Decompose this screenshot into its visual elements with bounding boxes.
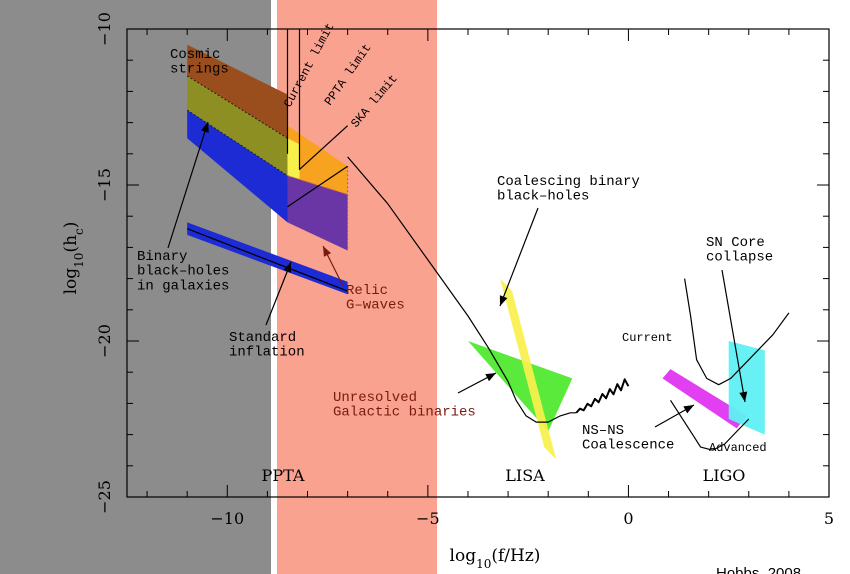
annotation-cosmic-strings: Cosmic strings — [170, 47, 229, 78]
arrow-binary-bh-head — [201, 122, 209, 133]
arrow-unresolved-head — [485, 373, 496, 382]
annotation-ligo: LIGO — [703, 466, 746, 485]
region-orange-band — [287, 125, 348, 195]
region-cosmic-strings — [187, 44, 288, 139]
y-tick-label: −25 — [95, 480, 114, 514]
plot-frame — [126, 28, 830, 498]
region-relic-g-waves — [287, 175, 348, 251]
axis-ticks — [127, 28, 830, 498]
curve-ligo-advanced — [669, 399, 750, 451]
annotation-unresolved: Unresolved Galactic binaries — [333, 390, 476, 421]
region-yellow-patch — [287, 138, 300, 179]
x-tick-label: 5 — [824, 509, 834, 528]
curve-standard-inflation — [186, 228, 348, 292]
arrow-inflation-line — [265, 261, 292, 326]
x-axis-label: log10(f/Hz) — [450, 546, 541, 571]
region-inflation-band — [187, 222, 348, 295]
annotation-ppta: PPTA — [262, 466, 305, 485]
dashed-boundary — [287, 175, 348, 195]
region-ns-ns-coalescence — [662, 369, 747, 429]
arrow-sn-core-line — [721, 269, 746, 403]
arrow-coalescing-line — [499, 207, 539, 307]
annotation-current: Current — [622, 331, 672, 345]
curve-lisa-wiggle — [575, 378, 630, 414]
arrow-binary-bh-line — [167, 121, 209, 249]
ppta-salmon-band — [277, 0, 437, 574]
region-sn-core-collapse — [728, 341, 765, 435]
credit-text: Hobbs, 2008 — [716, 565, 801, 574]
arrow-inflation-head — [283, 262, 292, 273]
annotation-ns-ns: NS–NS Coalescence — [582, 423, 674, 454]
axis-tick-labels: −10 −5 0 5 −10 −15 −20 −25 — [95, 12, 834, 528]
annotation-standard-inflation: Standard inflation — [229, 330, 305, 361]
curves-layer — [186, 29, 790, 451]
region-binary-black-holes — [187, 110, 288, 223]
arrows-layer — [167, 121, 748, 428]
region-unresolved-galactic-binaries — [468, 341, 573, 432]
annotation-sn-core: SN Core collapse — [706, 235, 773, 266]
curve-ppta-limit — [298, 29, 349, 170]
arrow-relic-head — [323, 246, 332, 257]
y-tick-label: −15 — [95, 168, 114, 202]
x-tick-label: −10 — [210, 509, 244, 528]
region-strings-olive — [187, 75, 288, 176]
arrow-ns-ns-head — [683, 405, 694, 414]
y-tick-label: −20 — [95, 324, 114, 358]
arrow-coalescing-head — [499, 295, 508, 306]
x-tick-label: 0 — [623, 509, 633, 528]
annotation-coalescing: Coalescing binary black–holes — [497, 174, 640, 205]
annotation-lisa: LISA — [505, 466, 545, 485]
curve-ligo-current — [684, 278, 790, 386]
x-tick-label: −5 — [416, 509, 440, 528]
y-tick-label: −10 — [95, 12, 114, 46]
regions-layer — [186, 44, 765, 460]
arrow-sn-core-head — [739, 391, 748, 402]
curve-ska-limit — [287, 165, 348, 208]
curve-lisa-sensitivity — [347, 156, 577, 423]
region-coalescing-binary-black-holes — [500, 278, 557, 460]
annotation-advanced: Advanced — [709, 441, 767, 455]
annotation-relic: Relic G–waves — [346, 283, 405, 314]
annotation-binary-bh: Binary black–holes in galaxies — [137, 249, 229, 294]
